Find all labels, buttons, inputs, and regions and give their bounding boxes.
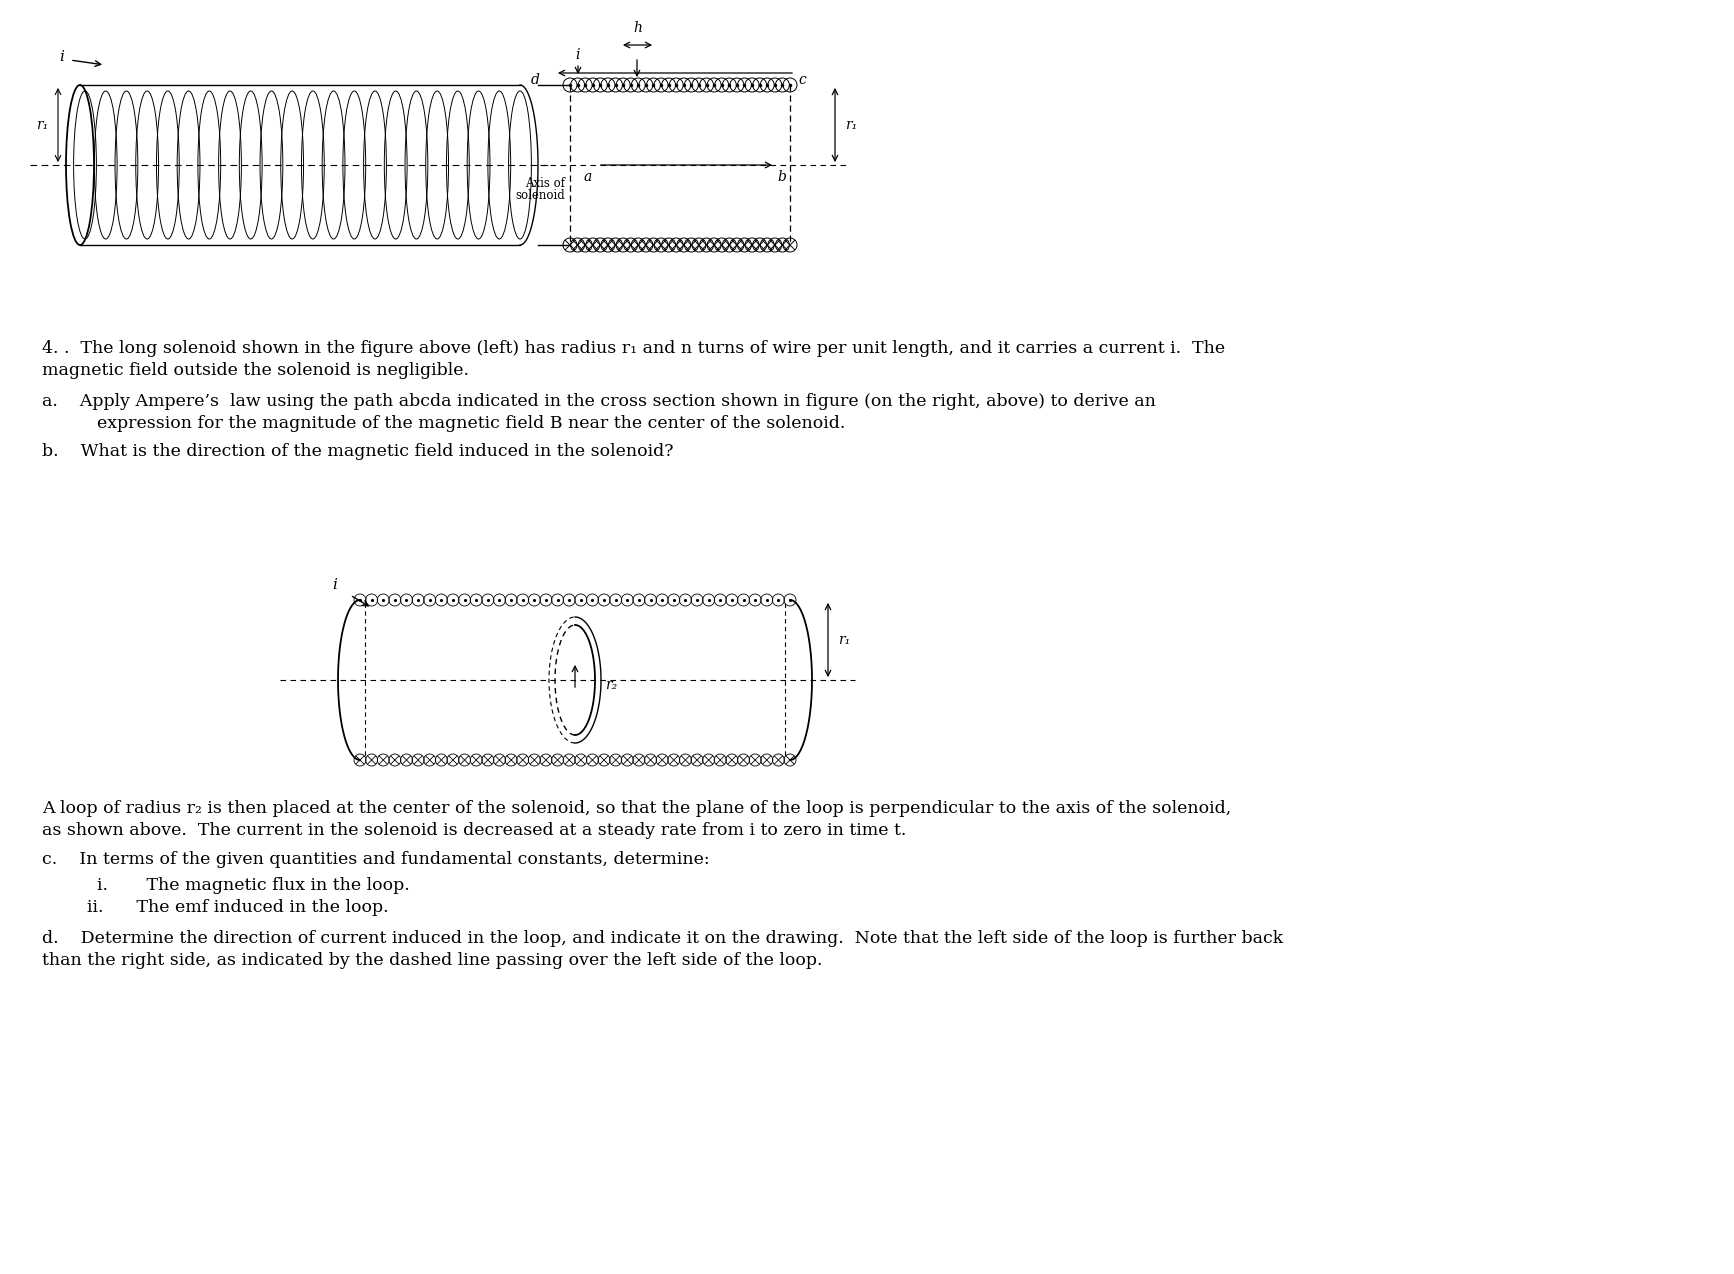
Text: expression for the magnitude of the magnetic field B near the center of the sole: expression for the magnitude of the magn… bbox=[97, 415, 846, 432]
Text: d.    Determine the direction of current induced in the loop, and indicate it on: d. Determine the direction of current in… bbox=[42, 930, 1283, 947]
Text: d: d bbox=[531, 73, 539, 87]
Text: ii.      The emf induced in the loop.: ii. The emf induced in the loop. bbox=[87, 899, 388, 916]
Text: b.    What is the direction of the magnetic field induced in the solenoid?: b. What is the direction of the magnetic… bbox=[42, 443, 673, 460]
Text: r₁: r₁ bbox=[844, 118, 857, 132]
Text: i.       The magnetic flux in the loop.: i. The magnetic flux in the loop. bbox=[97, 877, 409, 894]
Text: h: h bbox=[633, 20, 642, 34]
Text: i: i bbox=[576, 48, 581, 62]
Text: as shown above.  The current in the solenoid is decreased at a steady rate from : as shown above. The current in the solen… bbox=[42, 822, 907, 840]
Text: i: i bbox=[333, 578, 338, 592]
Text: r₁: r₁ bbox=[838, 633, 850, 647]
Text: than the right side, as indicated by the dashed line passing over the left side : than the right side, as indicated by the… bbox=[42, 952, 822, 968]
Text: b: b bbox=[777, 169, 787, 183]
Text: c: c bbox=[798, 73, 806, 87]
Text: c.    In terms of the given quantities and fundamental constants, determine:: c. In terms of the given quantities and … bbox=[42, 851, 709, 868]
Text: a: a bbox=[584, 169, 591, 183]
Text: r₁: r₁ bbox=[36, 118, 49, 132]
Text: a.    Apply Ampere’s  law using the path abcda indicated in the cross section sh: a. Apply Ampere’s law using the path abc… bbox=[42, 392, 1157, 410]
Text: i: i bbox=[59, 50, 64, 64]
Text: A loop of radius r₂ is then placed at the center of the solenoid, so that the pl: A loop of radius r₂ is then placed at th… bbox=[42, 800, 1231, 817]
Text: Axis of: Axis of bbox=[525, 177, 565, 190]
Text: 4. .  The long solenoid shown in the figure above (left) has radius r₁ and n tur: 4. . The long solenoid shown in the figu… bbox=[42, 340, 1226, 357]
Text: solenoid: solenoid bbox=[515, 189, 565, 203]
Text: r₂: r₂ bbox=[605, 678, 617, 692]
Text: magnetic field outside the solenoid is negligible.: magnetic field outside the solenoid is n… bbox=[42, 362, 468, 378]
